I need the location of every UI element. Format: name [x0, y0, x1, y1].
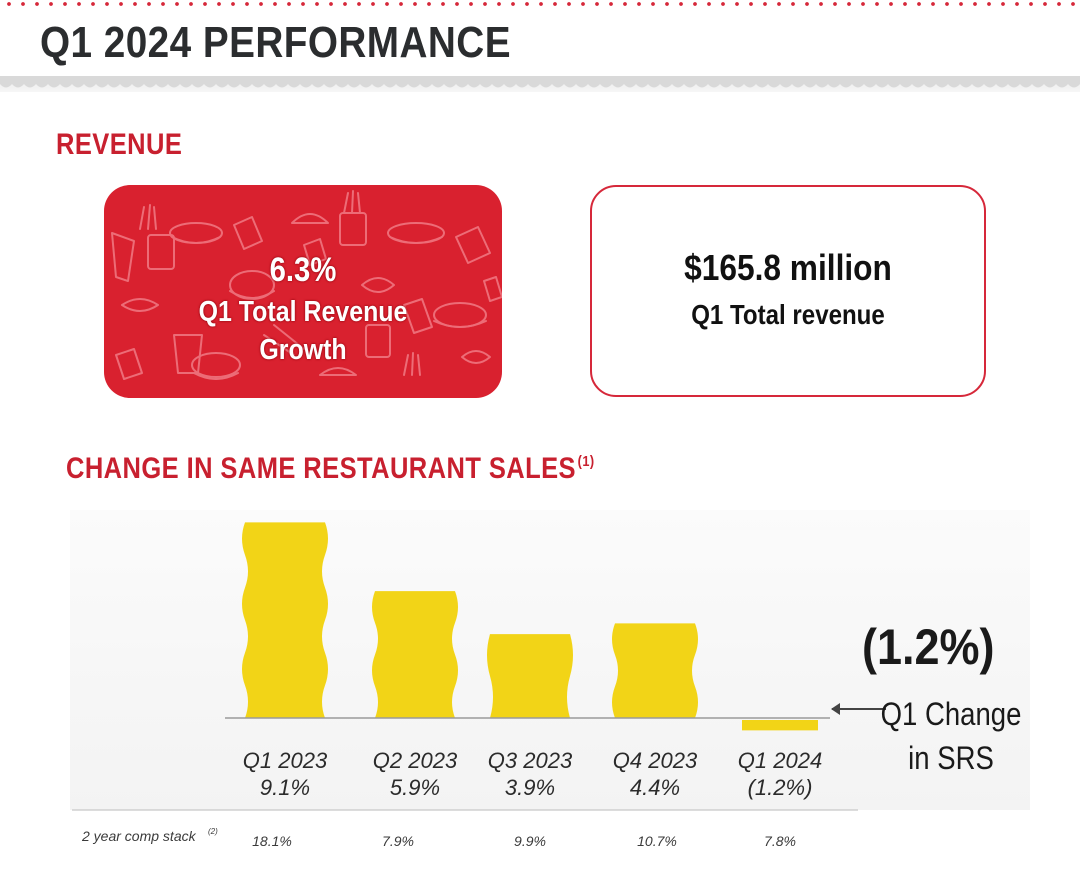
category-label: Q3 2023 — [488, 748, 573, 773]
revenue-section-title: REVENUE — [56, 128, 183, 161]
comp-stack-value: 18.1% — [252, 833, 292, 849]
value-label: (1.2%) — [748, 775, 813, 800]
category-label: Q1 2024 — [738, 748, 822, 773]
total-revenue-value: $165.8 million — [684, 247, 892, 288]
top-dotted-border — [0, 0, 1080, 8]
revenue-growth-label: Q1 Total Revenue Growth — [198, 296, 408, 366]
food-pattern-background — [111, 190, 502, 380]
total-revenue-label: Q1 Total revenue — [691, 299, 885, 330]
value-label: 3.9% — [505, 775, 555, 800]
bar-q2-2023 — [372, 591, 458, 718]
srs-footnote-marker: (1) — [577, 453, 595, 470]
srs-title-text: CHANGE IN SAME RESTAURANT SALES — [66, 452, 576, 485]
category-label: Q4 2023 — [613, 748, 698, 773]
comp-stack-footnote: (2) — [208, 827, 218, 836]
revenue-growth-value: 6.3% — [269, 251, 337, 289]
category-label: Q2 2023 — [373, 748, 458, 773]
srs-section-title: CHANGE IN SAME RESTAURANT SALES (1) — [66, 452, 595, 486]
srs-callout-label: Q1 Change in SRS — [880, 696, 1022, 776]
comp-stack-value: 7.8% — [764, 833, 796, 849]
bar-q1-2024 — [742, 720, 818, 731]
page-title: Q1 2024 PERFORMANCE — [40, 18, 511, 67]
value-label: 9.1% — [260, 775, 310, 800]
callout-arrow-icon — [831, 703, 886, 715]
total-revenue-card: $165.8 million Q1 Total revenue — [590, 185, 986, 397]
header-divider — [0, 76, 1080, 92]
bar-q4-2023 — [612, 623, 698, 718]
category-label: Q1 2023 — [243, 748, 328, 773]
srs-callout-value: (1.2%) — [862, 619, 995, 675]
bar-q1-2023 — [242, 522, 328, 718]
bar-q3-2023 — [487, 634, 573, 718]
comp-stack-label: 2 year comp stack — [81, 828, 197, 844]
comp-stack-value: 10.7% — [637, 833, 677, 849]
revenue-growth-card: 6.3% Q1 Total Revenue Growth — [104, 185, 502, 398]
value-label: 4.4% — [630, 775, 680, 800]
value-label: 5.9% — [390, 775, 440, 800]
comp-stack-value: 9.9% — [514, 833, 546, 849]
comp-stack-value: 7.9% — [382, 833, 414, 849]
